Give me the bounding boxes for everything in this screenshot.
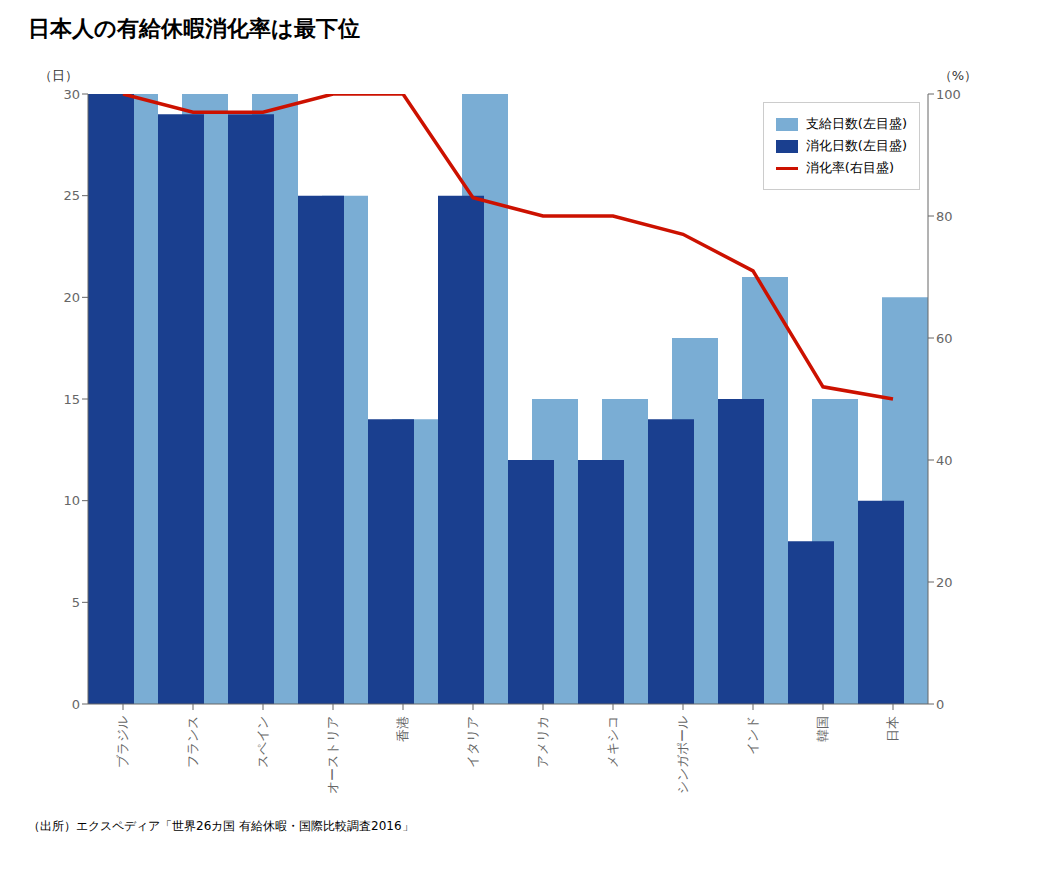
svg-text:30: 30 — [63, 87, 80, 102]
svg-text:10: 10 — [63, 493, 80, 508]
svg-text:ブラジル: ブラジル — [115, 716, 130, 768]
svg-text:日本: 日本 — [885, 716, 900, 742]
svg-text:60: 60 — [936, 331, 953, 346]
svg-text:（%）: （%） — [939, 68, 977, 83]
html-text:（出所）エクスペディア「世界26カ国 有給休暇・国際比較調査: （出所）エクスペディア「世界26カ国 有給休暇・国際比較調査2016」 — [28, 819, 414, 833]
svg-text:100: 100 — [936, 87, 961, 102]
svg-text:80: 80 — [936, 209, 953, 224]
svg-text:韓国: 韓国 — [815, 716, 830, 742]
html-text:消化率(右目盛): 消化率(右目盛) — [805, 160, 894, 175]
svg-text:メキシコ: メキシコ — [605, 716, 620, 768]
html-text:消化日数(左目盛): 消化日数(左目盛) — [805, 138, 907, 153]
svg-text:20: 20 — [936, 575, 953, 590]
svg-text:（日）: （日） — [39, 68, 78, 83]
svg-text:0: 0 — [72, 697, 80, 712]
svg-text:スペイン: スペイン — [255, 716, 270, 768]
svg-text:イタリア: イタリア — [465, 716, 480, 768]
html-text:日本人の有給休暇消化率は最下位: 日本人の有給休暇消化率は最下位 — [28, 16, 360, 41]
svg-text:5: 5 — [72, 595, 80, 610]
svg-text:25: 25 — [63, 188, 80, 203]
svg-text:20: 20 — [63, 290, 80, 305]
svg-text:オーストリア: オーストリア — [325, 716, 340, 794]
html-text:支給日数(左目盛): 支給日数(左目盛) — [805, 116, 907, 131]
svg-text:インド: インド — [745, 716, 760, 755]
svg-text:香港: 香港 — [395, 716, 410, 742]
svg-text:アメリカ: アメリカ — [535, 716, 550, 768]
svg-text:0: 0 — [936, 697, 944, 712]
svg-text:15: 15 — [63, 392, 80, 407]
svg-text:フランス: フランス — [185, 716, 200, 768]
svg-text:40: 40 — [936, 453, 953, 468]
svg-text:シンガポール: シンガポール — [675, 716, 690, 794]
